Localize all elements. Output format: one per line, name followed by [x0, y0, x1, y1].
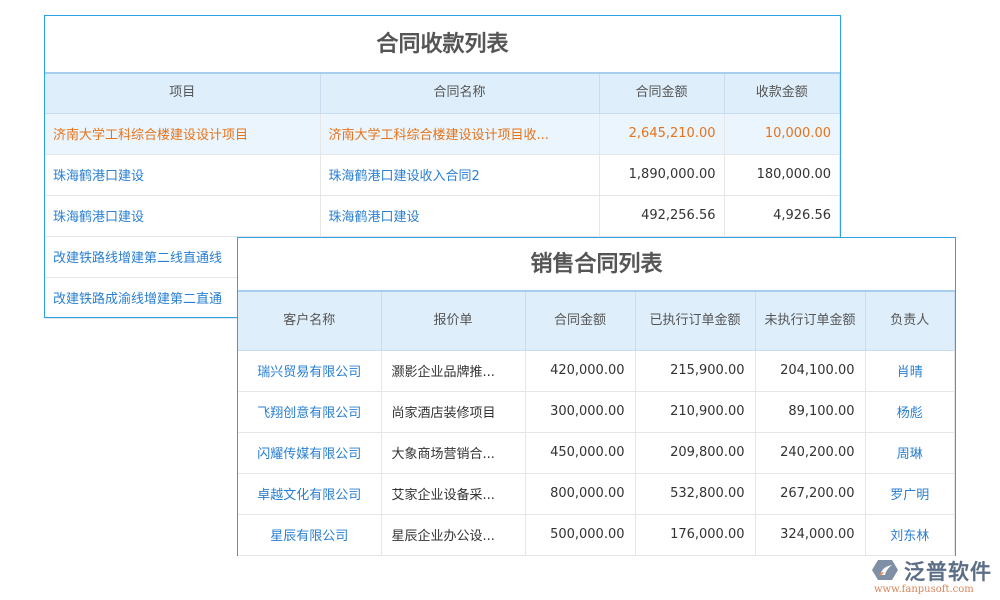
table-row[interactable]: 瑞兴贸易有限公司 灏影企业品牌推... 420,000.00 215,900.0…	[238, 350, 955, 392]
received-amount-cell: 10,000.00	[724, 113, 840, 155]
customer-cell[interactable]: 卓越文化有限公司	[238, 473, 382, 515]
col-contract-amount[interactable]: 合同金额	[599, 72, 725, 114]
pending-amount-cell: 89,100.00	[755, 391, 866, 433]
owner-cell[interactable]: 刘东林	[865, 514, 955, 556]
contract-name-cell[interactable]: 珠海鹤港口建设	[320, 195, 600, 237]
contract-amount-cell: 492,256.56	[599, 195, 725, 237]
owner-cell[interactable]: 罗广明	[865, 473, 955, 515]
col-owner[interactable]: 负责人	[865, 290, 955, 351]
pending-amount-cell: 324,000.00	[755, 514, 866, 556]
col-pending-amount[interactable]: 未执行订单金额	[755, 290, 866, 351]
col-received-amount[interactable]: 收款金额	[724, 72, 840, 114]
table-row[interactable]: 卓越文化有限公司 艾家企业设备采... 800,000.00 532,800.0…	[238, 473, 955, 515]
contract-amount-cell: 800,000.00	[525, 473, 636, 515]
project-cell[interactable]: 济南大学工科综合楼建设设计项目	[45, 113, 321, 155]
col-executed-amount[interactable]: 已执行订单金额	[635, 290, 756, 351]
customer-cell[interactable]: 星辰有限公司	[238, 514, 382, 556]
logo-name: 泛普软件	[904, 560, 992, 584]
contract-amount-cell: 450,000.00	[525, 432, 636, 474]
table-row[interactable]: 飞翔创意有限公司 尚家酒店装修项目 300,000.00 210,900.00 …	[238, 391, 955, 433]
received-amount-cell: 180,000.00	[724, 154, 840, 196]
sales-contract-list-panel: 销售合同列表 客户名称 报价单 合同金额 已执行订单金额 未执行订单金额 负责人…	[237, 237, 956, 556]
quote-cell[interactable]: 灏影企业品牌推...	[381, 350, 526, 392]
contract-amount-cell: 420,000.00	[525, 350, 636, 392]
logo-url: www.fanpusoft.com	[874, 584, 974, 595]
table-row[interactable]: 闪耀传媒有限公司 大象商场营销合... 450,000.00 209,800.0…	[238, 432, 955, 474]
fanpusoft-logo: 泛普软件 www.fanpusoft.com	[872, 556, 997, 598]
owner-cell[interactable]: 杨彪	[865, 391, 955, 433]
quote-cell[interactable]: 尚家酒店装修项目	[381, 391, 526, 433]
col-quote[interactable]: 报价单	[381, 290, 526, 351]
sales-table: 客户名称 报价单 合同金额 已执行订单金额 未执行订单金额 负责人 瑞兴贸易有限…	[238, 290, 955, 556]
quote-cell[interactable]: 艾家企业设备采...	[381, 473, 526, 515]
owner-cell[interactable]: 周琳	[865, 432, 955, 474]
table-row[interactable]: 珠海鹤港口建设 珠海鹤港口建设收入合同2 1,890,000.00 180,00…	[45, 154, 840, 196]
executed-amount-cell: 215,900.00	[635, 350, 756, 392]
col-project[interactable]: 项目	[45, 72, 321, 114]
contract-amount-cell: 1,890,000.00	[599, 154, 725, 196]
executed-amount-cell: 210,900.00	[635, 391, 756, 433]
pending-amount-cell: 204,100.00	[755, 350, 866, 392]
contract-name-cell[interactable]: 珠海鹤港口建设收入合同2	[320, 154, 600, 196]
col-contract-name[interactable]: 合同名称	[320, 72, 600, 114]
contract-name-cell[interactable]: 济南大学工科综合楼建设设计项目收...	[320, 113, 600, 155]
project-cell[interactable]: 珠海鹤港口建设	[45, 195, 321, 237]
customer-cell[interactable]: 闪耀传媒有限公司	[238, 432, 382, 474]
executed-amount-cell: 209,800.00	[635, 432, 756, 474]
received-amount-cell: 4,926.56	[724, 195, 840, 237]
executed-amount-cell: 532,800.00	[635, 473, 756, 515]
contract-amount-cell: 300,000.00	[525, 391, 636, 433]
quote-cell[interactable]: 星辰企业办公设...	[381, 514, 526, 556]
customer-cell[interactable]: 瑞兴贸易有限公司	[238, 350, 382, 392]
col-contract-amount[interactable]: 合同金额	[525, 290, 636, 351]
contract-amount-cell: 2,645,210.00	[599, 113, 725, 155]
panel-title: 合同收款列表	[376, 32, 509, 57]
table-row[interactable]: 珠海鹤港口建设 珠海鹤港口建设 492,256.56 4,926.56	[45, 195, 840, 237]
logo-icon	[872, 560, 898, 580]
col-customer[interactable]: 客户名称	[238, 290, 382, 351]
quote-cell[interactable]: 大象商场营销合...	[381, 432, 526, 474]
executed-amount-cell: 176,000.00	[635, 514, 756, 556]
table-row[interactable]: 星辰有限公司 星辰企业办公设... 500,000.00 176,000.00 …	[238, 514, 955, 556]
project-cell[interactable]: 珠海鹤港口建设	[45, 154, 321, 196]
pending-amount-cell: 240,200.00	[755, 432, 866, 474]
panel-title: 销售合同列表	[530, 252, 663, 277]
contract-amount-cell: 500,000.00	[525, 514, 636, 556]
table-row[interactable]: 济南大学工科综合楼建设设计项目 济南大学工科综合楼建设设计项目收... 2,64…	[45, 113, 840, 155]
pending-amount-cell: 267,200.00	[755, 473, 866, 515]
customer-cell[interactable]: 飞翔创意有限公司	[238, 391, 382, 433]
owner-cell[interactable]: 肖晴	[865, 350, 955, 392]
